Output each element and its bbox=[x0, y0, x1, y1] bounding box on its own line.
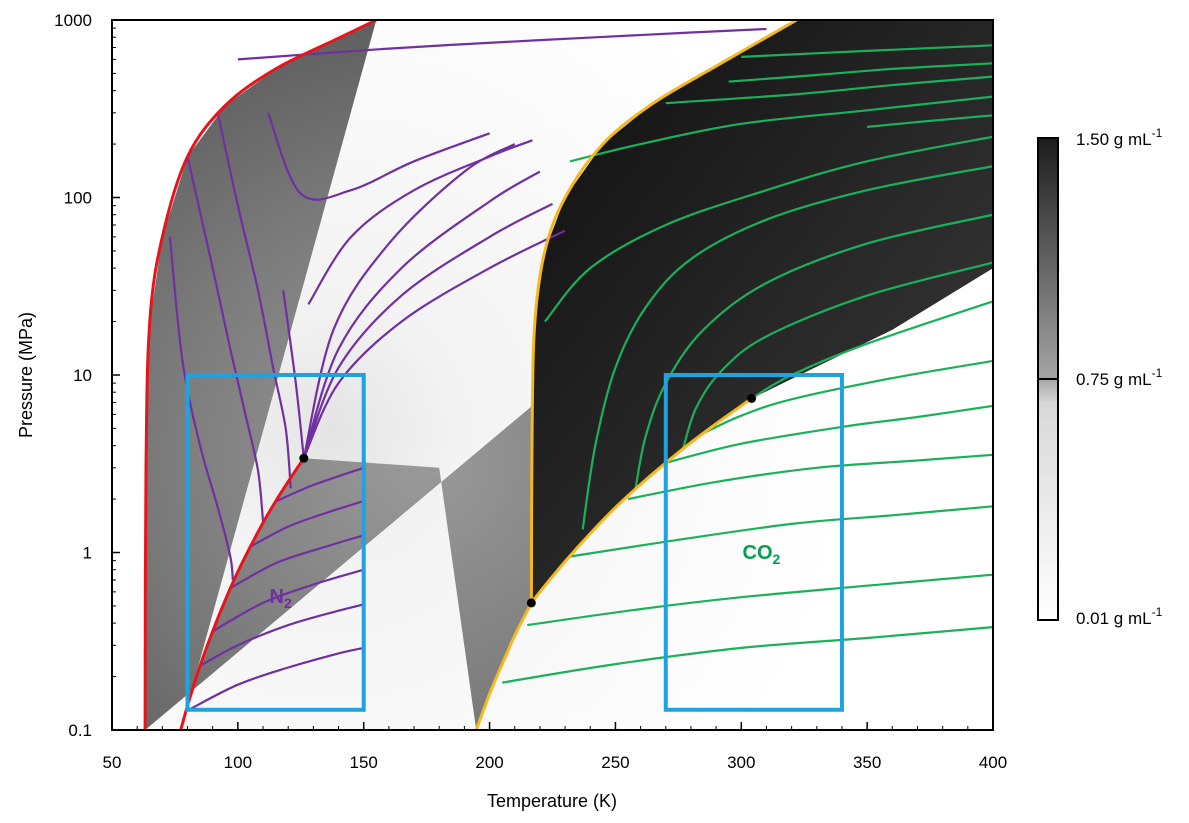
x-tick-label: 300 bbox=[727, 753, 755, 772]
n2-region-box bbox=[185, 373, 366, 712]
co2-isochore-27 bbox=[544, 135, 993, 323]
y-axis: 0.1 1 10 100 1000 bbox=[54, 11, 120, 740]
y-tick-label: 1000 bbox=[54, 11, 92, 30]
co2-melting-curve bbox=[529, 20, 798, 603]
n2-isochore-9 bbox=[267, 112, 490, 201]
x-axis: 50 100 150 200 250 300 350 400 bbox=[103, 722, 1007, 772]
y-axis-title: Pressure (MPa) bbox=[16, 312, 36, 438]
co2-isochore-26 bbox=[751, 300, 993, 400]
n2-isochore-6 bbox=[168, 236, 234, 581]
co2-isochore-31 bbox=[741, 44, 993, 58]
annotations: N2 CO2 bbox=[270, 542, 781, 611]
n2-isochore-7 bbox=[186, 156, 265, 522]
n2-critical-point bbox=[299, 453, 309, 463]
x-tick-label: 200 bbox=[475, 753, 503, 772]
co2-triple-point bbox=[526, 598, 536, 608]
colorbar-label: 1.50 g mL-1 bbox=[1076, 126, 1163, 149]
colorbar: 1.50 g mL-1 0.75 g mL-1 0.01 g mL-1 bbox=[1037, 126, 1163, 628]
co2-isochore-30 bbox=[665, 75, 993, 105]
co2-isochore-25 bbox=[682, 261, 993, 448]
y-tick-label: 1 bbox=[83, 544, 92, 563]
series-annotation: CO2 bbox=[743, 542, 781, 567]
x-tick-label: 400 bbox=[979, 753, 1007, 772]
co2-isochore-24 bbox=[634, 213, 993, 489]
co2-region-box bbox=[663, 373, 844, 712]
n2-vapor-curve bbox=[179, 457, 306, 730]
n2-isochore-5 bbox=[275, 466, 365, 503]
n2-isochore-11 bbox=[302, 229, 566, 459]
co2-critical-point bbox=[747, 393, 757, 403]
n2-isochore-3 bbox=[229, 534, 365, 590]
co2-isochore-20 bbox=[627, 453, 993, 501]
colorbar-label: 0.01 g mL-1 bbox=[1076, 605, 1163, 628]
co2-isochore-17 bbox=[502, 626, 993, 684]
co2-isochore-32 bbox=[866, 114, 993, 128]
n2-isochore-8 bbox=[216, 112, 292, 489]
y-tick-label: 100 bbox=[64, 189, 92, 208]
y-tick-label: 10 bbox=[73, 366, 92, 385]
x-axis-title: Temperature (K) bbox=[487, 791, 617, 811]
n2-isochore-0 bbox=[188, 646, 364, 711]
co2-isochore-23 bbox=[581, 165, 993, 530]
co2-isochore-22 bbox=[703, 359, 993, 435]
y-tick-label: 0.1 bbox=[68, 721, 92, 740]
co2-vapor-curve bbox=[530, 397, 753, 604]
x-tick-label: 350 bbox=[853, 753, 881, 772]
n2-isochore-10 bbox=[282, 290, 305, 459]
x-tick-label: 100 bbox=[224, 753, 252, 772]
x-tick-label: 50 bbox=[103, 753, 122, 772]
n2-isochore-16 bbox=[307, 139, 533, 305]
co2-isochore-28 bbox=[569, 95, 993, 163]
n2-isochore-2 bbox=[212, 568, 365, 633]
colorbar-label: 0.75 g mL-1 bbox=[1076, 366, 1163, 389]
co2-isochore-18 bbox=[527, 573, 993, 627]
n2-isochore-12 bbox=[302, 202, 554, 459]
n2-isochore-1 bbox=[199, 603, 364, 667]
n2-isochore-15 bbox=[237, 27, 767, 61]
x-tick-label: 150 bbox=[350, 753, 378, 772]
co2-isochore-29 bbox=[728, 62, 993, 83]
n2-isochore-13 bbox=[302, 170, 541, 459]
n2-solid-region bbox=[112, 20, 377, 730]
co2-solid-region bbox=[531, 20, 993, 603]
x-tick-label: 250 bbox=[601, 753, 629, 772]
n2-isochore-4 bbox=[249, 499, 365, 548]
n2-melting-curve bbox=[143, 20, 377, 730]
n2-isochore-14 bbox=[302, 143, 516, 459]
co2-isochore-19 bbox=[569, 505, 993, 558]
co2-sublimation-curve bbox=[474, 602, 533, 730]
series-annotation: N2 bbox=[270, 586, 292, 611]
